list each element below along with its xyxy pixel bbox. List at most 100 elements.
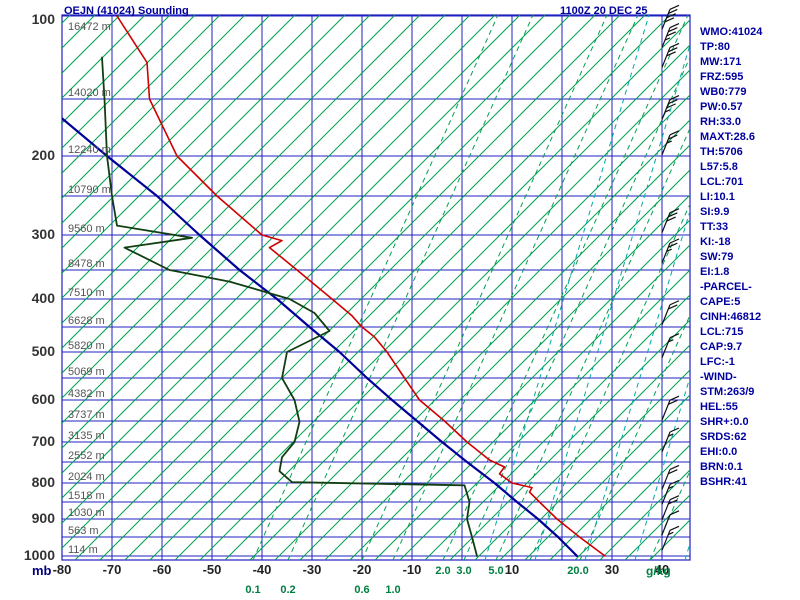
wind-barb-tick (669, 510, 680, 516)
stat-line-th: TH:5706 (700, 146, 743, 158)
wind-barb-staff (661, 212, 671, 233)
pressure-tick-label-700: 700 (32, 433, 56, 449)
height-label-650mb: 3737 m (68, 409, 105, 421)
wind-barb (661, 300, 680, 325)
mixing-ratio-line-0.1 (252, 15, 499, 560)
stat-line-tt: TT:33 (700, 221, 729, 233)
dry-adiabat-line (549, 419, 690, 560)
mixing-ratio-line-3 (463, 56, 690, 560)
wind-barb-tick (666, 51, 676, 57)
wind-barb-tick (669, 4, 680, 10)
height-label-600mb: 4382 m (68, 388, 105, 400)
stat-line-pw: PW:0.57 (700, 101, 743, 113)
dry-adiabat-line (74, 15, 621, 560)
wind-barb-staff (661, 337, 671, 358)
pressure-tick-label-500: 500 (32, 343, 56, 359)
dry-adiabat-line (574, 444, 690, 560)
wind-barb-tick (668, 469, 678, 475)
dry-adiabat-line (199, 69, 690, 560)
height-label-850mb: 1518 m (68, 490, 105, 502)
mixing-ratio-label-2.0: 2.0 (435, 565, 450, 577)
dry-adiabat-lines (62, 15, 690, 560)
wind-barb-staff (661, 9, 671, 30)
height-label-700mb: 3135 m (68, 430, 105, 442)
stat-line-si: SI:9.9 (700, 206, 730, 218)
wind-barb-tick (669, 464, 680, 471)
wind-barb-tick (669, 42, 680, 49)
wind-barb (661, 427, 680, 453)
stat-line-maxt: MAXT:28.6 (700, 131, 756, 143)
dry-adiabat-line (349, 219, 690, 560)
parcel-trace (62, 117, 579, 558)
dry-adiabat-line (474, 344, 690, 560)
stats-panel: WMO:41024 TP:80 MW:171 FRZ:595 WB0:779 PW:0.5… (700, 25, 798, 490)
mixing-ratio-label-5.0: 5.0 (488, 565, 503, 577)
dry-adiabat-line (249, 119, 690, 560)
mixing-ratio-line-0.2 (287, 15, 534, 560)
wind-barb-tick (668, 99, 678, 105)
temp-tick-label--20: -20 (353, 562, 372, 577)
height-label-300mb: 9560 m (68, 223, 105, 235)
datetime-label: 1100Z 20 DEC 25 (560, 5, 647, 17)
sounding-traces (62, 15, 606, 558)
mixing-ratio-lines (252, 15, 690, 560)
dry-adiabat-line (62, 15, 546, 499)
moist-adiabat-line (484, 15, 650, 560)
temp-tick-label--30: -30 (303, 562, 322, 577)
chart-generated-layers: 100 200 300 400 500 600 700 800 900 1000 16472 m 14… (24, 4, 691, 596)
dry-adiabat-line (124, 15, 671, 560)
height-label-450mb: 6628 m (68, 315, 105, 327)
stat-line-brn: BRN:0.1 (700, 461, 743, 473)
wind-barb-tick (668, 134, 678, 140)
stat-line--wind-: -WIND- (700, 371, 737, 383)
pressure-tick-label-800: 800 (32, 474, 56, 490)
pressure-tick-label-200: 200 (32, 147, 56, 163)
wind-barb-staff (661, 431, 671, 453)
stat-line-tp: TP:80 (700, 41, 730, 53)
wind-barb-tick (664, 17, 675, 23)
dry-adiabat-line (374, 244, 690, 560)
dry-adiabat-line (299, 169, 690, 560)
mixing-ratio-line-5 (495, 127, 690, 560)
wind-barb-staff (661, 469, 671, 490)
pressure-units-label: mb (32, 563, 52, 578)
wind-barb-tick (668, 304, 678, 310)
stat-line-lcl: LCL:701 (700, 176, 744, 188)
stat-line-cinh: CINH:46812 (700, 311, 762, 323)
dry-adiabat-line (62, 15, 496, 449)
wind-barb-half-tick (666, 248, 672, 252)
height-label-1000mb: 114 m (68, 544, 98, 556)
wind-barb-tick (666, 13, 676, 19)
stat-line-ei: EI:1.8 (700, 266, 730, 278)
mixing-ratio-label-0.6: 0.6 (354, 584, 369, 596)
dry-adiabat-line (149, 19, 690, 560)
wind-barb-tick (668, 399, 678, 405)
wind-barb (661, 464, 680, 490)
wind-barb (661, 238, 680, 264)
temp-tick-label--80: -80 (53, 562, 72, 577)
wind-barb-staff (661, 99, 671, 120)
wind-barb-half-tick (664, 109, 671, 113)
wind-barb-tick (668, 242, 678, 248)
wind-barb-staff (661, 304, 671, 325)
height-label-150mb: 14020 m (68, 87, 111, 99)
wind-barb-tick (669, 333, 680, 339)
temperature-trace (116, 15, 606, 557)
stat-line-mw: MW:171 (700, 56, 742, 68)
wind-barb-tick (669, 22, 680, 29)
mixing-ratio-line-10 (529, 202, 690, 560)
dry-adiabat-line (62, 15, 296, 249)
mixing-ratio-line-20 (579, 314, 690, 560)
stat-line-ki: KI:-18 (700, 236, 731, 248)
height-label-950mb: 563 m (68, 525, 99, 537)
moist-adiabat-line (534, 43, 690, 560)
temp-tick-label--10: -10 (403, 562, 422, 577)
stat-line-wb0: WB0:779 (700, 86, 747, 98)
height-label-350mb: 8478 m (68, 258, 105, 270)
height-label-100mb: 16472 m (68, 21, 111, 33)
wind-barb-staff (661, 27, 671, 48)
dry-adiabat-line (62, 15, 596, 549)
pressure-tick-label-400: 400 (32, 290, 56, 306)
height-label-550mb: 5069 m (68, 366, 105, 378)
wind-barb (661, 208, 680, 233)
